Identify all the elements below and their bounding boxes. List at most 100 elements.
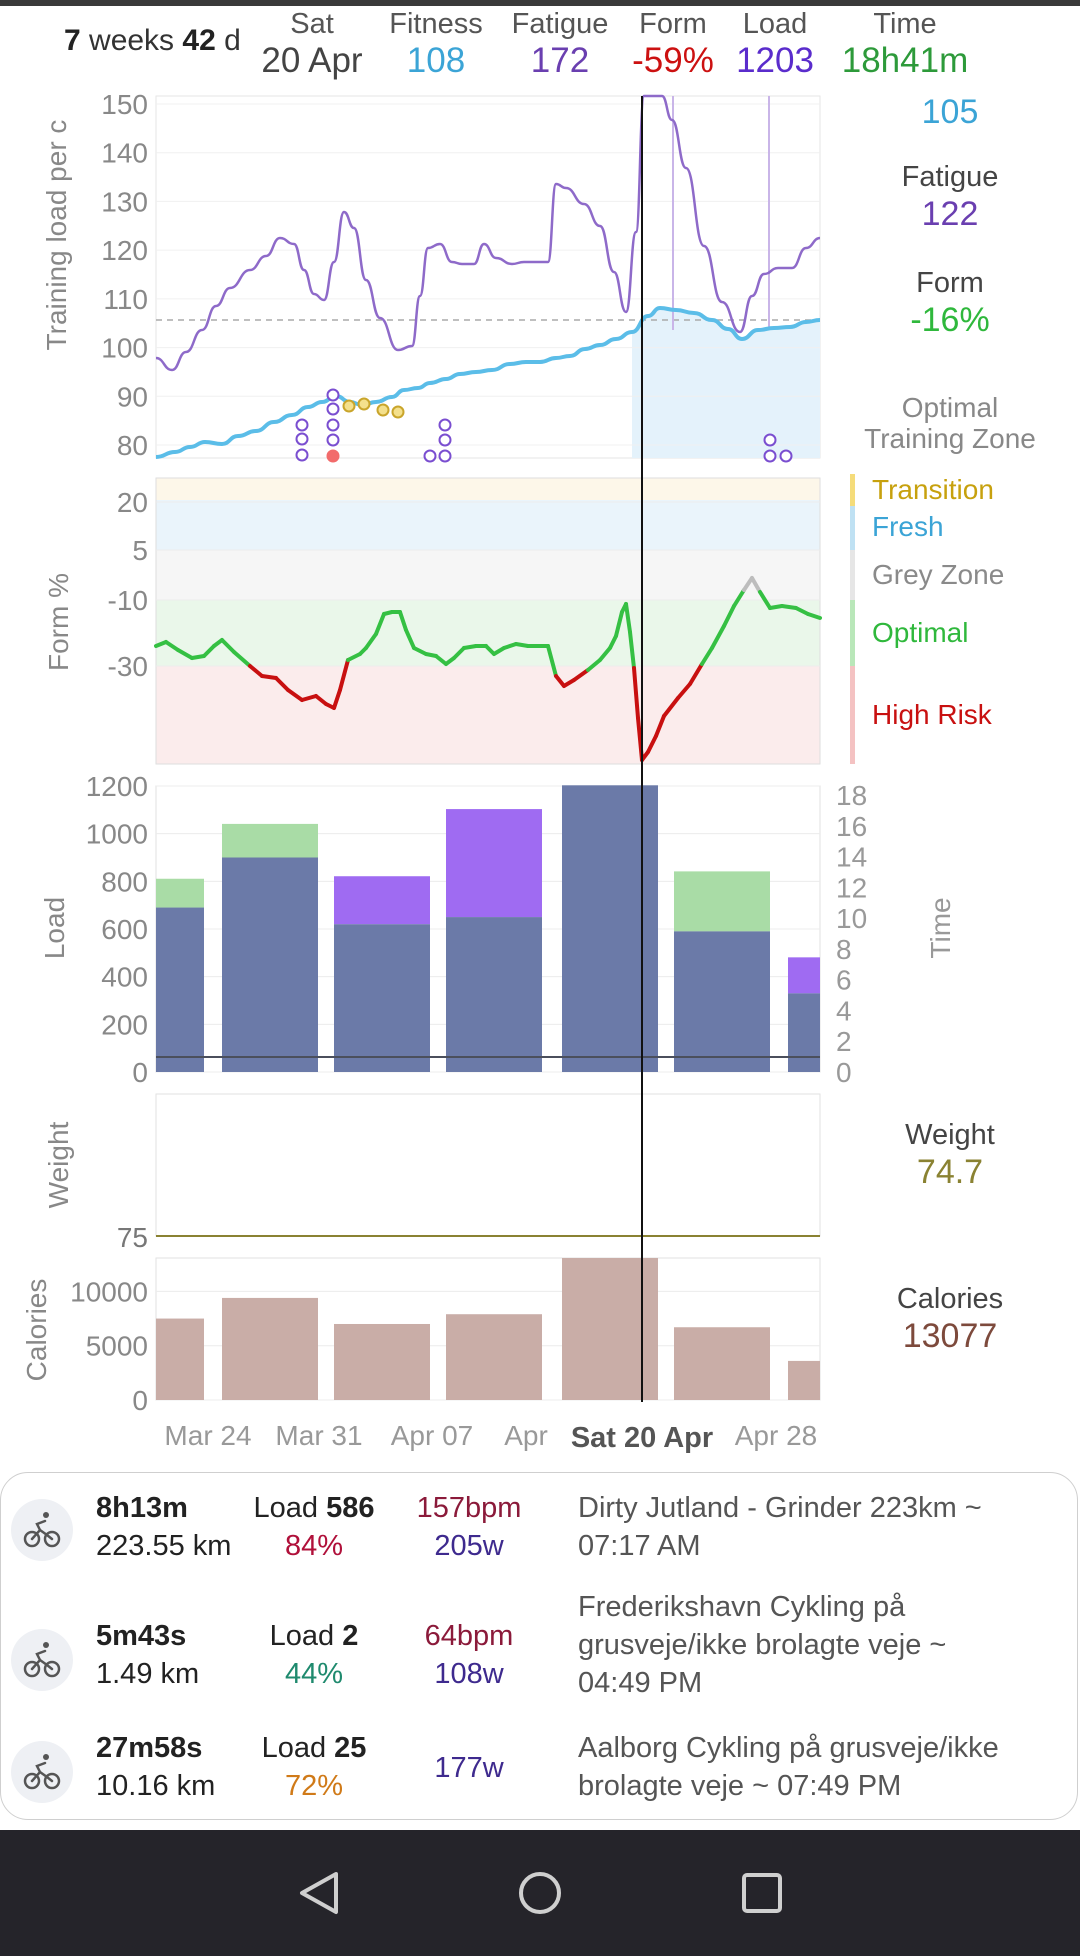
activity-duration: 8h13m	[96, 1492, 188, 1524]
load-bar[interactable]	[562, 785, 658, 1072]
load-number: 586	[326, 1492, 375, 1524]
fitness-value: 108	[406, 41, 466, 80]
form-line-segment	[398, 610, 408, 632]
home-icon[interactable]	[519, 1872, 561, 1914]
activity-dot	[326, 418, 340, 432]
form-chart-frame	[155, 477, 821, 765]
weight-y-axis-label: Weight	[43, 1121, 74, 1208]
fitness-fatigue-chart[interactable]: 150 140 130 120 110 100 90 80 Training load per…	[41, 89, 821, 463]
form-line-segment	[632, 666, 640, 720]
time-y-tick: 0	[836, 1057, 852, 1088]
fitness-y-tick: 80	[117, 430, 148, 461]
weight-chart[interactable]: 75 Weight	[43, 1093, 821, 1253]
activity-heart-rate: 64bpm	[424, 1620, 514, 1652]
form-line-segment	[598, 646, 612, 662]
time-bar[interactable]	[334, 876, 430, 925]
fatigue-legend: Fatigue 122	[850, 160, 1050, 234]
activity-dot	[438, 449, 452, 463]
form-line-segment	[654, 714, 666, 738]
back-icon[interactable]	[300, 1872, 338, 1914]
form-line-segment	[452, 646, 466, 660]
load-bar[interactable]	[788, 993, 820, 1072]
form-line-segment	[750, 576, 762, 594]
load-y-tick: 400	[101, 962, 148, 993]
time-bar[interactable]	[788, 957, 820, 994]
load-bar[interactable]	[446, 917, 542, 1072]
form-line-segment	[742, 576, 754, 592]
form-line-segment	[608, 634, 618, 650]
load-bar[interactable]	[222, 857, 318, 1073]
time-bar[interactable]	[222, 823, 318, 858]
activity-distance: 10.16 km	[96, 1770, 216, 1802]
form-line-segment	[806, 612, 822, 620]
activity-dot	[326, 433, 340, 447]
time-bar[interactable]	[156, 878, 204, 908]
activity-name: Dirty Jutland - Grinder 223km ~ 07:17 AM	[578, 1492, 982, 1562]
load-bar[interactable]	[334, 924, 430, 1072]
calories-bar[interactable]	[222, 1297, 318, 1400]
activity-dot	[376, 403, 390, 417]
fitness-legend: 105	[850, 92, 1050, 132]
calories-bar[interactable]	[156, 1318, 204, 1400]
form-line-segment	[274, 676, 290, 692]
calories-bar[interactable]	[562, 1258, 658, 1400]
activity-dot	[438, 418, 452, 432]
activity-dot	[423, 449, 437, 463]
optimal-label: Optimal	[872, 617, 968, 648]
cycling-icon	[11, 1499, 73, 1561]
fitness-label: Fitness	[389, 8, 483, 40]
form-line-segment	[722, 604, 736, 628]
fitness-area-fill	[632, 308, 820, 458]
x-tick-apr: Apr	[504, 1420, 548, 1451]
activity-load: Load 2	[249, 1617, 379, 1655]
weeks-text: weeks	[80, 24, 183, 57]
header-time: Time 18h41m	[830, 8, 980, 82]
time-y-tick: 6	[836, 965, 852, 996]
fitness-y-tick: 110	[103, 284, 148, 315]
activity-dot	[342, 399, 356, 413]
load-bar[interactable]	[156, 907, 204, 1072]
recents-icon[interactable]	[742, 1873, 782, 1913]
fatigue-value: 172	[530, 41, 590, 80]
load-bar[interactable]	[674, 931, 770, 1072]
form-chart[interactable]: 20 5 -10 -30 Form % Transition Fresh Grey Z…	[43, 474, 1004, 765]
activity-dot	[357, 397, 371, 411]
days-text: d	[215, 24, 241, 57]
range-label[interactable]: 7 weeks 42 d	[64, 24, 241, 58]
calories-bar[interactable]	[674, 1327, 770, 1400]
form-y-tick: -10	[108, 585, 148, 616]
fitness-gridlines	[156, 103, 820, 446]
weight-chart-frame	[155, 1093, 821, 1237]
form-line-segment	[248, 664, 264, 678]
time-bar[interactable]	[674, 871, 770, 932]
activity-dot	[295, 418, 309, 432]
optimal-zone-label: Optimal Training Zone	[864, 392, 1036, 454]
calories-legend: Calories 13077	[850, 1282, 1050, 1356]
header-fatigue: Fatigue 172	[500, 8, 620, 82]
activity-row-3[interactable]: 27m58s 10.16 km Load 25 72% 177w Aalborg…	[1, 1705, 1079, 1821]
fresh-zone-band	[156, 500, 820, 550]
header-fitness: Fitness 108	[378, 8, 494, 82]
calories-bar[interactable]	[334, 1323, 430, 1400]
fitness-y-axis-label: Training load per c	[41, 120, 72, 351]
activity-dot	[326, 402, 340, 416]
form-line-segment	[190, 654, 206, 660]
form-legend-label: Form	[916, 267, 984, 299]
calories-bar[interactable]	[446, 1314, 542, 1400]
calories-chart[interactable]: 10000 5000 0 Calories	[21, 1257, 821, 1416]
time-bar[interactable]	[446, 809, 542, 918]
activity-row-2[interactable]: 5m43s 1.49 km Load 2 44% 64bpm 108w Fred…	[1, 1591, 1079, 1709]
activity-row-1[interactable]: 8h13m 223.55 km Load 586 84% 157bpm 205w…	[1, 1481, 1079, 1597]
cycling-icon	[11, 1741, 73, 1803]
load-y-axis-label: Load	[39, 897, 70, 959]
form-line-segment	[676, 682, 692, 700]
activity-power: 108w	[434, 1658, 504, 1690]
header-date: Sat 20 Apr	[250, 8, 374, 82]
form-line-segment	[404, 628, 416, 650]
load-y-tick: 800	[101, 866, 148, 897]
cycling-icon	[11, 1629, 73, 1691]
calories-bar[interactable]	[788, 1360, 820, 1400]
